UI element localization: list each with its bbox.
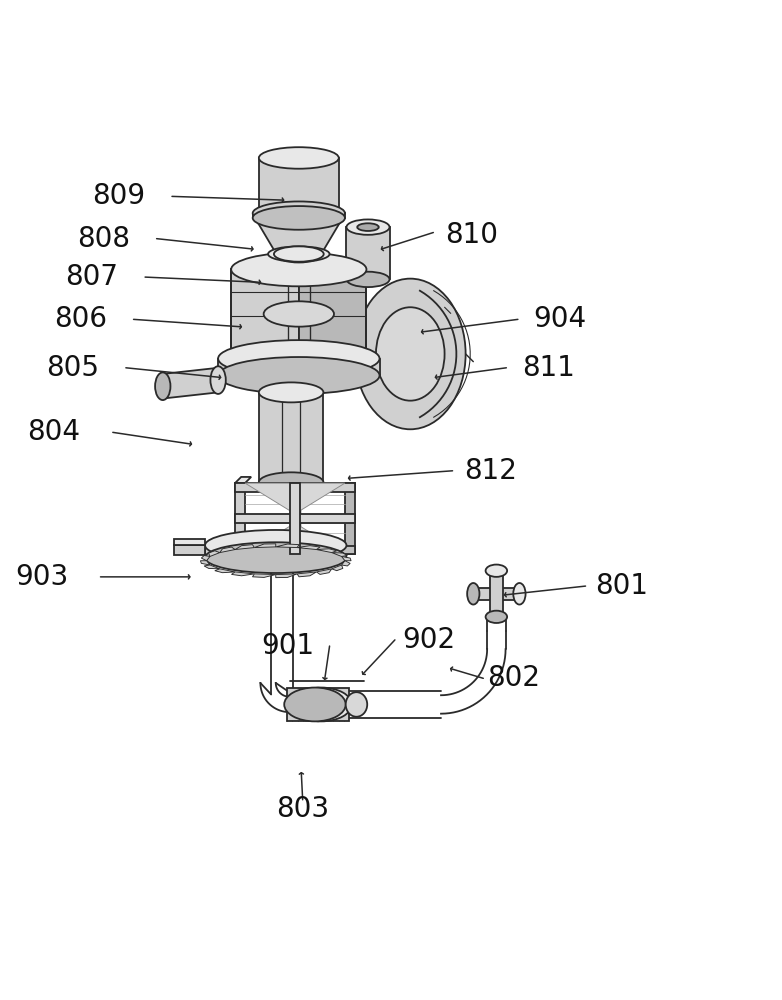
Text: 805: 805 (46, 354, 99, 382)
Text: 809: 809 (92, 182, 145, 210)
Polygon shape (297, 572, 317, 577)
Ellipse shape (284, 688, 346, 721)
Text: 801: 801 (595, 572, 647, 600)
Polygon shape (290, 483, 300, 554)
Polygon shape (346, 227, 389, 279)
Text: 804: 804 (27, 418, 80, 446)
Ellipse shape (268, 246, 329, 262)
Ellipse shape (259, 205, 339, 226)
Polygon shape (254, 544, 276, 548)
Polygon shape (200, 561, 210, 565)
Ellipse shape (278, 249, 321, 262)
Polygon shape (259, 158, 339, 216)
Polygon shape (231, 269, 299, 358)
Polygon shape (231, 572, 254, 576)
Ellipse shape (253, 201, 345, 225)
Polygon shape (174, 539, 205, 545)
Polygon shape (317, 549, 337, 553)
Ellipse shape (486, 611, 507, 623)
Ellipse shape (486, 565, 507, 577)
Polygon shape (332, 553, 347, 556)
Polygon shape (235, 477, 251, 483)
Polygon shape (220, 547, 235, 553)
Ellipse shape (357, 223, 378, 231)
Ellipse shape (290, 688, 352, 721)
Text: 803: 803 (276, 795, 329, 823)
Ellipse shape (346, 272, 389, 287)
Text: 812: 812 (464, 457, 517, 485)
Polygon shape (297, 546, 320, 550)
Ellipse shape (259, 147, 339, 169)
Polygon shape (245, 523, 295, 554)
Polygon shape (235, 483, 355, 492)
Ellipse shape (513, 583, 526, 605)
Polygon shape (205, 545, 346, 558)
Ellipse shape (274, 246, 324, 262)
Polygon shape (473, 588, 519, 600)
Polygon shape (253, 574, 276, 577)
Ellipse shape (467, 583, 479, 605)
Polygon shape (274, 248, 323, 279)
Polygon shape (235, 546, 355, 554)
Polygon shape (342, 561, 350, 566)
Ellipse shape (218, 340, 379, 377)
Text: 904: 904 (533, 305, 586, 333)
Ellipse shape (205, 542, 346, 573)
Polygon shape (163, 368, 218, 399)
Polygon shape (287, 688, 349, 721)
Ellipse shape (264, 301, 334, 327)
Ellipse shape (346, 219, 389, 235)
Text: 902: 902 (403, 626, 456, 654)
Ellipse shape (155, 372, 170, 400)
Ellipse shape (205, 530, 346, 561)
Polygon shape (342, 556, 351, 561)
Text: 811: 811 (522, 354, 575, 382)
Polygon shape (255, 218, 343, 256)
Ellipse shape (210, 366, 226, 394)
Polygon shape (235, 483, 245, 554)
Text: 807: 807 (65, 263, 118, 291)
Polygon shape (235, 514, 355, 523)
Ellipse shape (376, 307, 445, 401)
Polygon shape (245, 483, 295, 514)
Text: 802: 802 (487, 664, 540, 692)
Text: 810: 810 (445, 221, 498, 249)
Polygon shape (204, 565, 220, 569)
Ellipse shape (231, 341, 367, 375)
Text: 903: 903 (15, 563, 68, 591)
Polygon shape (235, 545, 254, 550)
Polygon shape (345, 483, 355, 554)
Ellipse shape (346, 692, 368, 717)
Ellipse shape (259, 382, 324, 402)
Polygon shape (253, 213, 345, 218)
Ellipse shape (218, 357, 379, 394)
Polygon shape (218, 359, 379, 375)
Polygon shape (209, 551, 220, 556)
Polygon shape (215, 569, 235, 573)
Polygon shape (174, 545, 205, 555)
Polygon shape (295, 483, 345, 514)
Text: 808: 808 (77, 225, 130, 253)
Polygon shape (317, 569, 332, 574)
Ellipse shape (355, 279, 465, 429)
Text: 901: 901 (261, 632, 314, 660)
Polygon shape (295, 523, 345, 554)
Ellipse shape (253, 206, 345, 230)
Polygon shape (490, 571, 503, 617)
Text: 806: 806 (54, 305, 106, 333)
Polygon shape (201, 555, 210, 561)
Polygon shape (299, 269, 367, 358)
Polygon shape (259, 392, 324, 482)
Polygon shape (276, 544, 299, 548)
Polygon shape (276, 574, 297, 578)
Ellipse shape (259, 472, 324, 492)
Polygon shape (332, 565, 343, 571)
Ellipse shape (231, 252, 367, 286)
